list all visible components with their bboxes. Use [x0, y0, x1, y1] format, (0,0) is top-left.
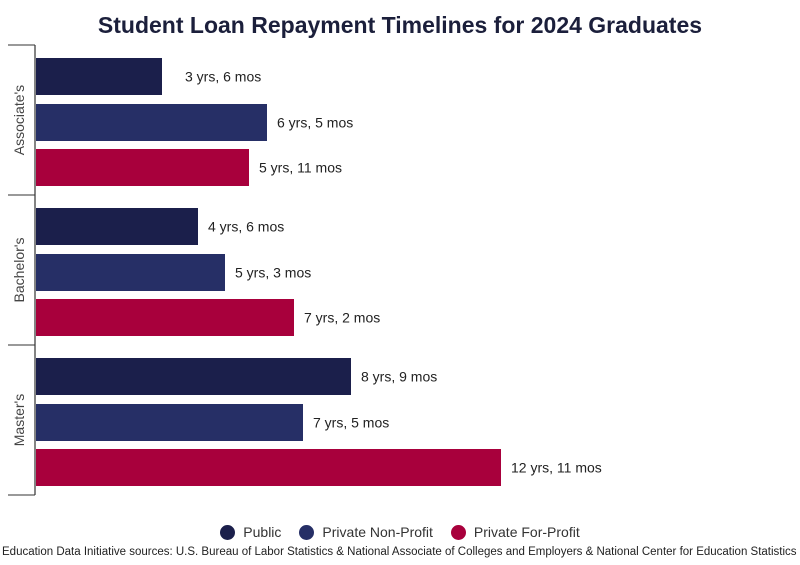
bar: [36, 58, 162, 95]
chart-legend: Public Private Non-Profit Private For-Prof…: [0, 524, 800, 540]
bar: [36, 299, 294, 336]
category-label: Associate's: [11, 85, 27, 155]
data-label: 7 yrs, 5 mos: [313, 415, 389, 431]
bar: [36, 404, 303, 441]
legend-item: Private Non-Profit: [299, 524, 433, 540]
data-label: 5 yrs, 3 mos: [235, 265, 311, 281]
data-label: 7 yrs, 2 mos: [304, 310, 380, 326]
data-label: 6 yrs, 5 mos: [277, 115, 353, 131]
chart-title: Student Loan Repayment Timelines for 202…: [97, 12, 703, 38]
data-label: 5 yrs, 11 mos: [259, 160, 342, 176]
bar: [36, 254, 225, 291]
legend-swatch: [220, 524, 236, 540]
data-label: 4 yrs, 6 mos: [208, 219, 284, 235]
category-label: Master's: [11, 394, 27, 446]
bar: [36, 149, 249, 186]
data-label: 3 yrs, 6 mos: [185, 69, 261, 85]
bar-chart: Associate's 3 yrs, 6 mos 6 yrs, 5 mos 5 yrs…: [8, 44, 602, 496]
legend-item: Public: [220, 524, 281, 540]
bar: [36, 104, 267, 141]
data-label: 8 yrs, 9 mos: [361, 369, 437, 385]
legend-item: Private For-Profit: [450, 524, 580, 540]
legend-swatch: [299, 524, 315, 540]
bar: [36, 358, 351, 395]
source-note: Education Data Initiative sources: U.S. …: [2, 546, 797, 558]
bar: [36, 449, 501, 486]
legend-label: Private Non-Profit: [322, 524, 433, 540]
data-label: 12 yrs, 11 mos: [511, 460, 602, 476]
legend-label: Private For-Profit: [473, 524, 580, 540]
legend-swatch: [450, 524, 466, 540]
bar: [36, 208, 198, 245]
legend-label: Public: [243, 524, 282, 540]
category-label: Bachelor's: [11, 238, 27, 303]
